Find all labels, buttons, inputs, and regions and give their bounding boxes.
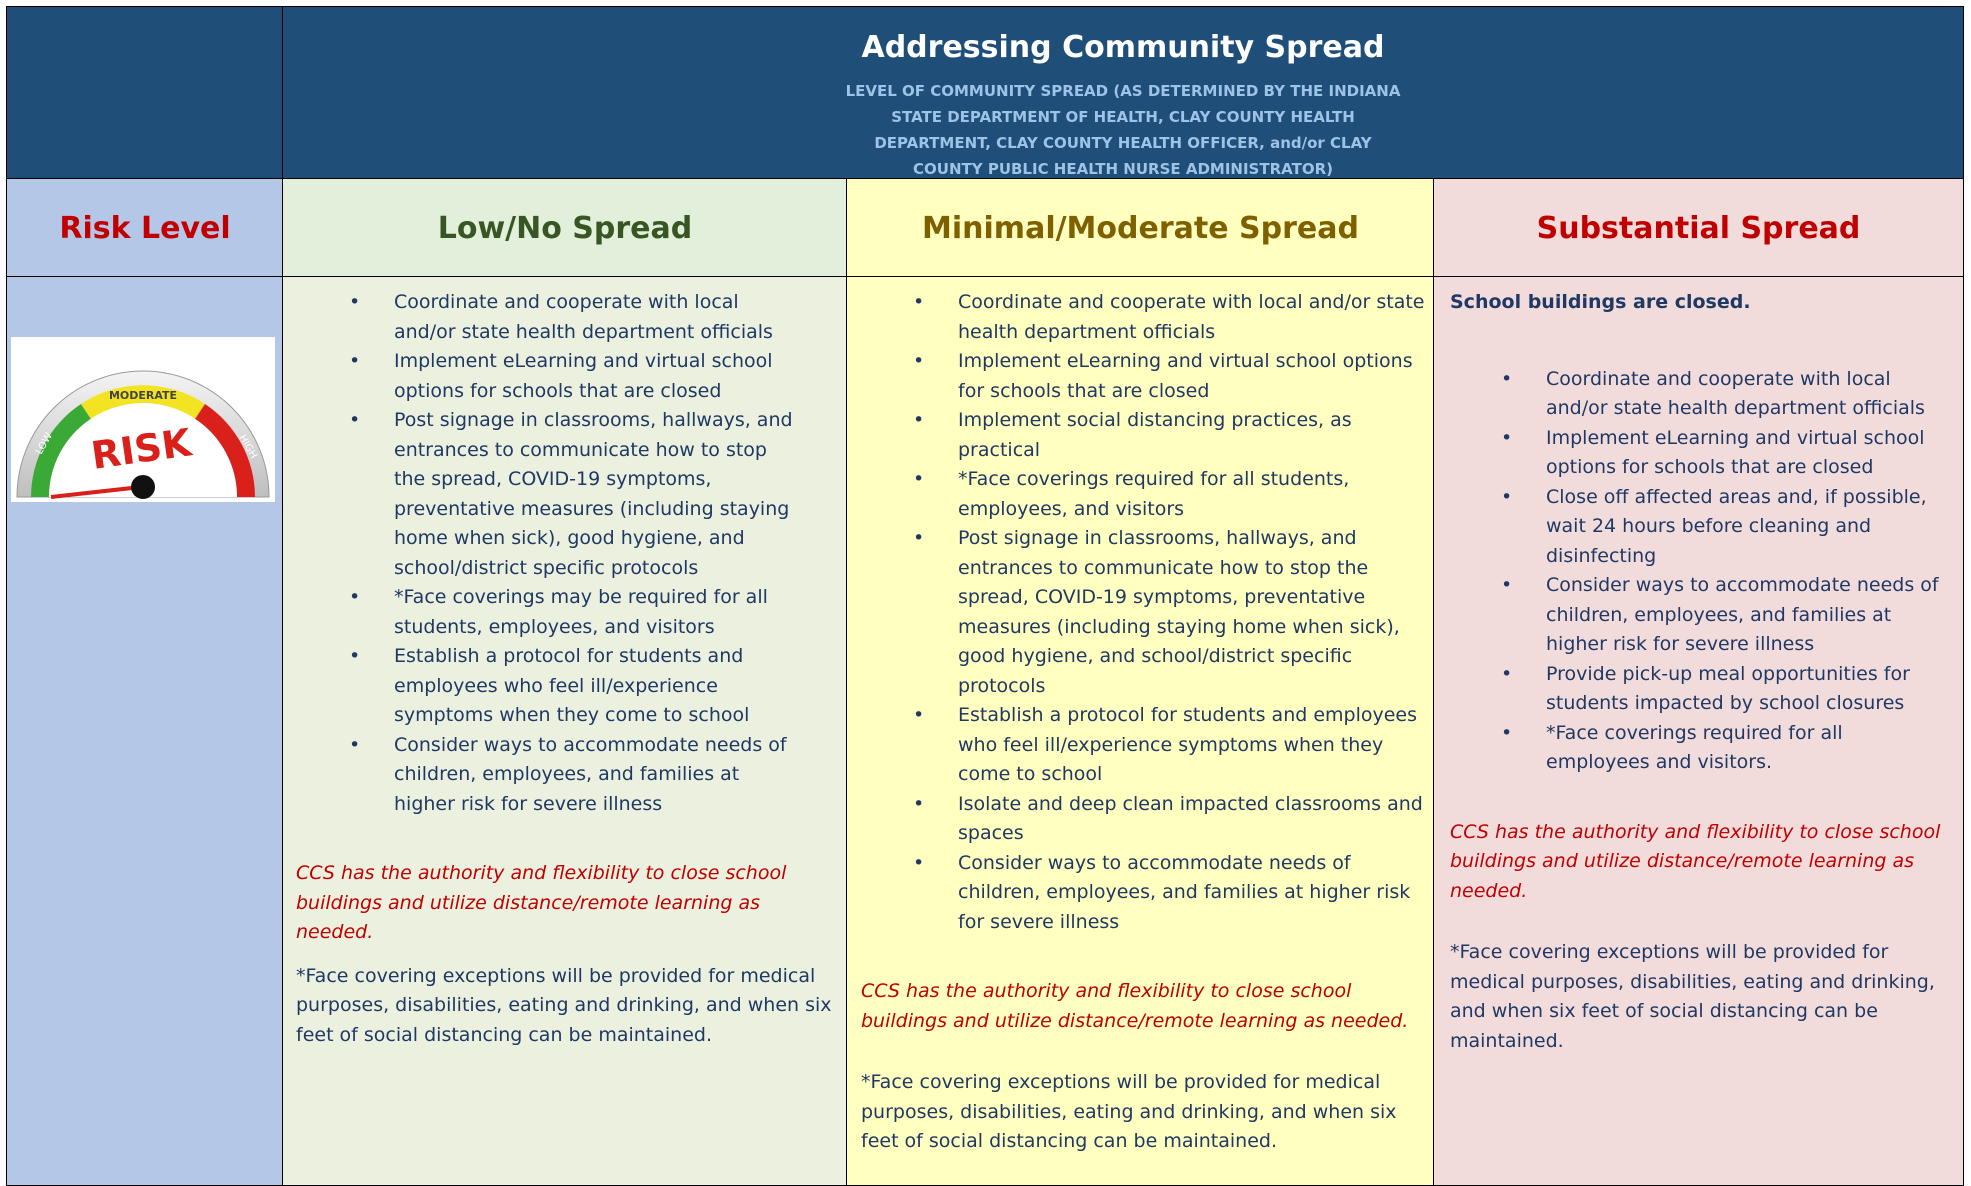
bullet: Coordinate and cooperate with local and/… <box>1501 365 1946 424</box>
bullet-list: Coordinate and cooperate with local and/… <box>913 288 1436 938</box>
note: CCS has the authority and flexibility to… <box>296 862 787 943</box>
col-heading: Low/No Spread <box>282 178 848 278</box>
bullet: *Face coverings required for all employe… <box>1501 719 1946 778</box>
subtitle-line: DEPARTMENT, CLAY COUNTY HEALTH OFFICER, … <box>874 134 1372 152</box>
col-heading: Substantial Spread <box>1433 178 1964 278</box>
bullet: Implement social distancing practices, a… <box>913 406 1436 465</box>
risk-body: MODERATE LOW HIGH RISK <box>6 276 284 1186</box>
intro: School buildings are closed. <box>1450 291 1751 313</box>
column-content: Coordinate and cooperate with local and/… <box>296 288 841 1050</box>
risk-label: Risk Level <box>59 210 231 246</box>
bullet: Isolate and deep clean impacted classroo… <box>913 790 1436 849</box>
subtitle-line: LEVEL OF COMMUNITY SPREAD (AS DETERMINED… <box>845 82 1401 100</box>
bullet-list: Coordinate and cooperate with local and/… <box>1501 365 1946 778</box>
bullet: Consider ways to accommodate needs of ch… <box>349 731 804 820</box>
bullet: Establish a protocol for students and em… <box>349 642 804 731</box>
bullet: Implement eLearning and virtual school o… <box>349 347 804 406</box>
bullet: Establish a protocol for students and em… <box>913 701 1436 790</box>
column-content: Coordinate and cooperate with local and/… <box>861 288 1433 1157</box>
gauge-moderate: MODERATE <box>109 389 177 402</box>
col-heading: Minimal/Moderate Spread <box>846 178 1435 278</box>
bullet: Consider ways to accommodate needs of ch… <box>913 849 1436 938</box>
heading: Substantial Spread <box>1536 210 1861 246</box>
bullet: Coordinate and cooperate with local and/… <box>349 288 804 347</box>
heading: Minimal/Moderate Spread <box>922 210 1359 246</box>
bullet-list: Coordinate and cooperate with local and/… <box>349 288 804 820</box>
column-content: School buildings are closed. Coordinate a… <box>1450 288 1955 1056</box>
title: Addressing Community Spread <box>861 30 1385 65</box>
exception: *Face covering exceptions will be provid… <box>296 964 832 1046</box>
exception: *Face covering exceptions will be provid… <box>1450 941 1935 1052</box>
note: CCS has the authority and flexibility to… <box>861 980 1409 1032</box>
bullet: Provide pick-up meal opportunities for s… <box>1501 660 1946 719</box>
bullet: Consider ways to accommodate needs of ch… <box>1501 571 1946 660</box>
heading: Low/No Spread <box>437 210 693 246</box>
header-blank <box>6 6 284 179</box>
bullet: Coordinate and cooperate with local and/… <box>913 288 1436 347</box>
bullet: *Face coverings may be required for all … <box>349 583 804 642</box>
note: CCS has the authority and flexibility to… <box>1450 820 1941 902</box>
bullet: Implement eLearning and virtual school o… <box>913 347 1436 406</box>
bullet: Post signage in classrooms, hallways, an… <box>913 524 1436 701</box>
subtitle: LEVEL OF COMMUNITY SPREAD (AS DETERMINED… <box>283 78 1963 182</box>
header <box>282 6 1964 179</box>
bullet: Post signage in classrooms, hallways, an… <box>349 406 804 583</box>
subtitle-line: COUNTY PUBLIC HEALTH NURSE ADMINISTRATOR… <box>913 160 1333 178</box>
exception: *Face covering exceptions will be provid… <box>861 1071 1397 1152</box>
gauge: MODERATE LOW HIGH RISK <box>11 337 275 502</box>
risk-heading: Risk Level <box>6 178 284 278</box>
bullet: Implement eLearning and virtual school o… <box>1501 424 1946 483</box>
subtitle-line: STATE DEPARTMENT OF HEALTH, CLAY COUNTY … <box>891 108 1355 126</box>
bullet: *Face coverings required for all student… <box>913 465 1436 524</box>
bullet: Close off affected areas and, if possibl… <box>1501 483 1946 572</box>
